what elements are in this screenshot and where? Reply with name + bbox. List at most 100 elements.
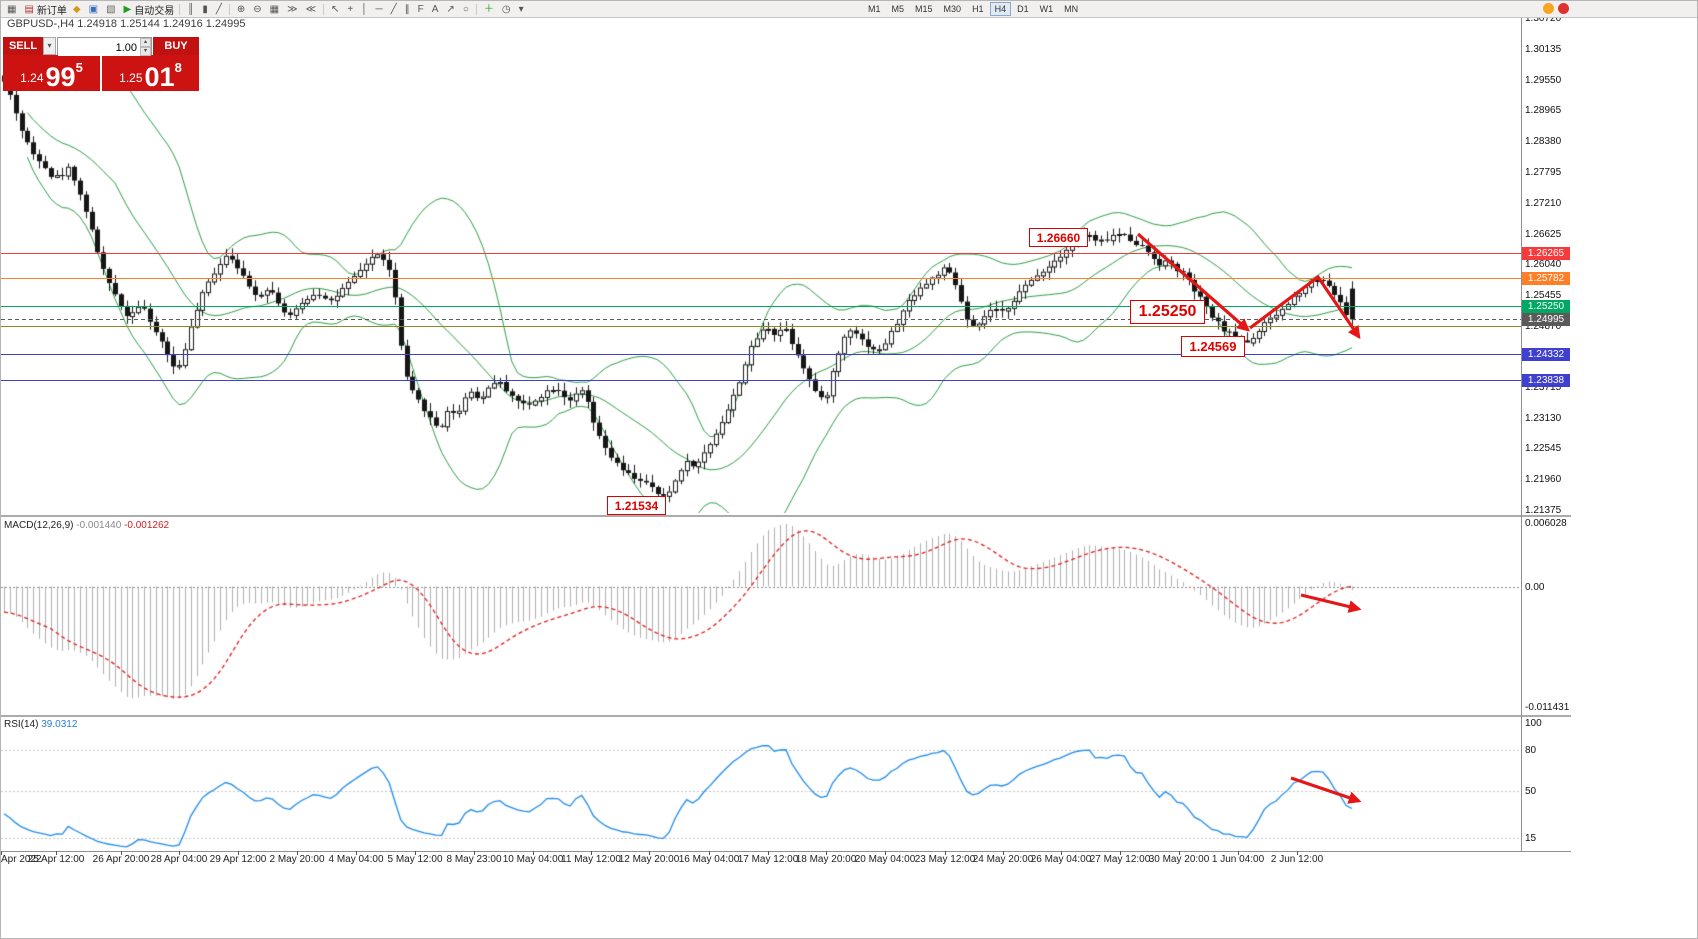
line-chart-icon[interactable]: ╱ bbox=[212, 2, 226, 17]
price-axis-label: 1.27795 bbox=[1525, 166, 1562, 178]
text-icon[interactable]: A bbox=[428, 2, 443, 17]
cursor-icon[interactable]: ↖ bbox=[327, 2, 343, 17]
time-axis-tick bbox=[1061, 851, 1062, 855]
zoom-in-icon[interactable]: ⊕ bbox=[233, 2, 249, 17]
time-axis-label: 26 May 04:00 bbox=[1030, 854, 1092, 865]
price-axis-label: 1.30135 bbox=[1525, 43, 1562, 55]
price-axis-label: 1.26625 bbox=[1525, 228, 1562, 240]
time-axis-tick bbox=[709, 851, 710, 855]
price-annotation-box[interactable]: 1.26660 bbox=[1029, 228, 1088, 247]
sell-price-prefix: 1.24 bbox=[20, 71, 44, 85]
line-chart-icon-glyph: ╱ bbox=[215, 3, 222, 15]
templates-icon[interactable]: ▾ bbox=[515, 2, 528, 17]
stepper-down-icon[interactable]: ▾ bbox=[140, 47, 151, 56]
time-axis-tick bbox=[238, 851, 239, 855]
buy-price-display[interactable]: 1.25 01 8 bbox=[102, 55, 199, 91]
sell-dropdown[interactable]: ▾ bbox=[43, 37, 56, 55]
timeframe-d1[interactable]: D1 bbox=[1017, 4, 1029, 14]
timeframe-h4[interactable]: H4 bbox=[989, 2, 1012, 16]
volume-stepper: ▴ ▾ bbox=[140, 38, 151, 56]
time-axis-tick bbox=[297, 851, 298, 855]
tile-windows-icon-glyph: ▦ bbox=[269, 3, 280, 15]
market-watch-icon-glyph: ▣ bbox=[88, 3, 99, 15]
price-axis-label: 1.21960 bbox=[1525, 474, 1562, 486]
time-axis-tick bbox=[768, 851, 769, 855]
rsi-indicator-label: RSI(14) 39.0312 bbox=[4, 719, 77, 730]
auto-scroll-icon[interactable]: ≫ bbox=[283, 2, 301, 17]
time-axis-line bbox=[1, 851, 1571, 852]
trendline-icon[interactable]: ╱ bbox=[387, 2, 401, 17]
bars-chart-icon[interactable]: ║ bbox=[183, 2, 198, 17]
timeframe-mn[interactable]: MN bbox=[1064, 4, 1079, 14]
new-order-button[interactable]: ▤ 新订单 bbox=[20, 2, 68, 17]
timeframe-m15[interactable]: M15 bbox=[915, 4, 933, 14]
stepper-up-icon[interactable]: ▴ bbox=[140, 38, 151, 47]
fibonacci-icon[interactable]: F bbox=[414, 2, 428, 17]
price-annotation-box[interactable]: 1.24569 bbox=[1181, 336, 1245, 357]
time-axis-label: 4 May 04:00 bbox=[328, 854, 384, 865]
market-watch-icon[interactable]: ▣ bbox=[85, 2, 102, 17]
community-icon[interactable] bbox=[1543, 3, 1554, 14]
sell-price-display[interactable]: 1.24 99 5 bbox=[3, 55, 102, 91]
macd-axis-label: 0.00 bbox=[1525, 581, 1545, 593]
volume-field: ▴▾ bbox=[57, 37, 152, 56]
time-axis-tick bbox=[1, 851, 2, 855]
horizontal-line-icon[interactable]: ─ bbox=[372, 2, 387, 17]
panel-divider-macd[interactable] bbox=[1, 515, 1571, 517]
time-axis-tick bbox=[474, 851, 475, 855]
rsi-value: 39.0312 bbox=[41, 719, 78, 730]
trade-panel-prices: 1.24 99 5 1.25 01 8 bbox=[3, 55, 199, 91]
zoom-out-icon-glyph: ⊖ bbox=[253, 3, 262, 15]
timeframe-m5[interactable]: M5 bbox=[891, 4, 905, 14]
arrows-tool-icon[interactable]: ↗ bbox=[442, 2, 458, 17]
timeframe-w1[interactable]: W1 bbox=[1039, 4, 1054, 14]
new-order-button-glyph: ▤ bbox=[24, 3, 34, 15]
notification-icon[interactable] bbox=[1558, 3, 1569, 14]
panel-divider-rsi[interactable] bbox=[1, 715, 1571, 717]
time-axis-tick bbox=[945, 851, 946, 855]
timeframe-m30[interactable]: M30 bbox=[943, 4, 962, 14]
toolbar: ▦ ▤ 新订单 ◆ ▣ ▧ ▶ 自动交易 ║ ▮ ╱ ⊕ ⊖ ▦ ≫ ≪ ↖ + │ ─ ╱ ∥ F A ↗ ○ ＋ ◷ ▾ M1 M5 M… bbox=[1, 1, 1697, 18]
volume-input[interactable] bbox=[58, 40, 151, 56]
crosshair-icon[interactable]: + bbox=[343, 2, 357, 17]
candles-chart-icon[interactable]: ▮ bbox=[198, 2, 212, 17]
timeframe-h1[interactable]: H1 bbox=[972, 4, 984, 14]
rsi-axis-label: 50 bbox=[1525, 785, 1537, 797]
price-axis-label: 1.30720 bbox=[1525, 13, 1562, 24]
rsi-axis-label: 100 bbox=[1525, 718, 1542, 730]
shapes-icon[interactable]: ○ bbox=[459, 2, 473, 17]
price-tag-1.23838: 1.23838 bbox=[1522, 374, 1570, 388]
time-axis-tick bbox=[1179, 851, 1180, 855]
price-tag-1.26265: 1.26265 bbox=[1522, 246, 1570, 260]
toolbar-separator bbox=[323, 3, 325, 15]
macd-signal-value: -0.001262 bbox=[124, 520, 170, 531]
channel-icon[interactable]: ∥ bbox=[401, 2, 414, 17]
new-window-icon[interactable]: ▦ bbox=[3, 2, 20, 17]
templates-icon-glyph: ▾ bbox=[518, 3, 524, 15]
price-annotation-box[interactable]: 1.25250 bbox=[1130, 300, 1205, 324]
timeframe-m1[interactable]: M1 bbox=[868, 4, 881, 14]
profiles-icon[interactable]: ◆ bbox=[69, 2, 85, 17]
price-axis-label: 1.26040 bbox=[1525, 259, 1562, 271]
auto-trading-button[interactable]: ▶ 自动交易 bbox=[120, 2, 177, 17]
tile-windows-icon[interactable]: ▦ bbox=[266, 2, 283, 17]
macd-axis-label: 0.006028 bbox=[1525, 518, 1567, 529]
vertical-line-icon[interactable]: │ bbox=[357, 2, 371, 17]
navigator-icon[interactable]: ▧ bbox=[102, 2, 119, 17]
sell-price-pip: 5 bbox=[75, 60, 83, 75]
periods-icon-glyph: ◷ bbox=[501, 3, 511, 15]
time-axis-label: 2 May 20:00 bbox=[269, 854, 325, 865]
price-annotation-box[interactable]: 1.21534 bbox=[607, 496, 666, 515]
buy-button[interactable]: BUY bbox=[153, 37, 199, 55]
chart-shift-icon[interactable]: ≪ bbox=[302, 2, 320, 17]
new-window-icon-glyph: ▦ bbox=[7, 3, 17, 15]
time-axis-tick bbox=[1238, 851, 1239, 855]
arrows-tool-icon-glyph: ↗ bbox=[446, 3, 455, 15]
sell-button[interactable]: SELL bbox=[3, 37, 43, 55]
chevron-down-icon: ▾ bbox=[47, 41, 52, 50]
time-axis-label: Apr 2022 bbox=[1, 854, 42, 865]
zoom-out-icon[interactable]: ⊖ bbox=[249, 2, 265, 17]
indicators-icon[interactable]: ＋ bbox=[480, 2, 498, 17]
periods-icon[interactable]: ◷ bbox=[498, 2, 515, 17]
